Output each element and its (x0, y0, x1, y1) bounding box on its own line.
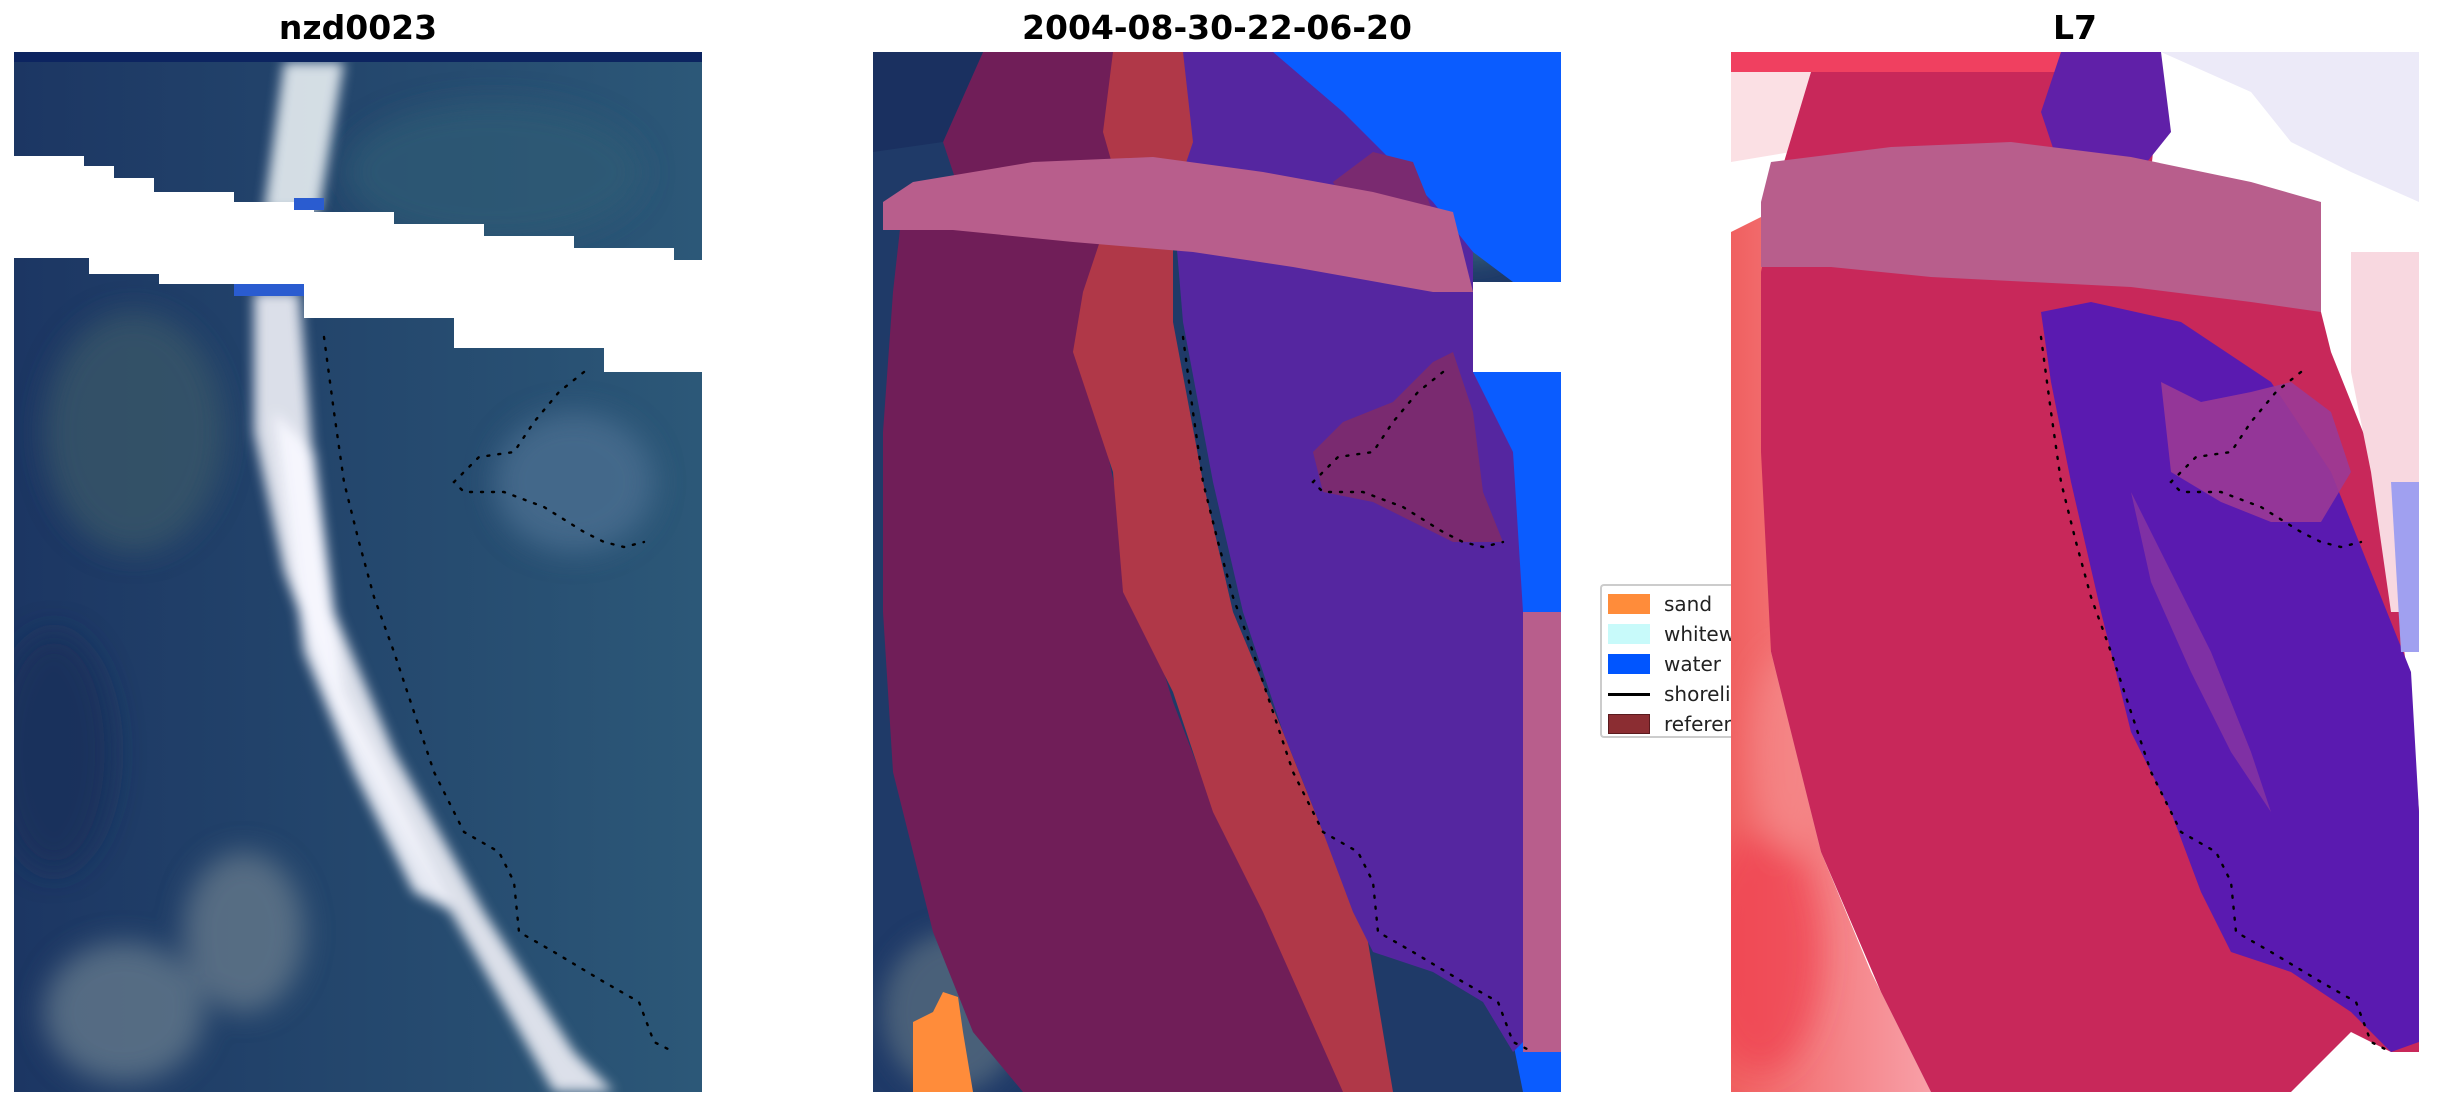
legend-item-reference: reference (1608, 709, 1731, 736)
classification-panel (873, 52, 1561, 1092)
legend-swatch-water (1608, 654, 1650, 674)
legend-swatch-whitewater (1608, 624, 1650, 644)
legend-swatch-reference (1608, 714, 1650, 734)
legend-label: reference (1664, 712, 1731, 736)
legend-swatch-shoreline (1608, 692, 1650, 696)
index-panel (1731, 52, 2419, 1092)
legend-swatch-sand (1608, 594, 1650, 614)
rgb-satellite-image (14, 52, 702, 1092)
legend-label: shoreline (1664, 682, 1731, 706)
rgb-image-panel (14, 52, 702, 1092)
legend-item-water: water (1608, 649, 1721, 679)
classification-map (873, 52, 1561, 1092)
panel-title-rgb: nzd0023 (278, 8, 438, 47)
index-map (1731, 52, 2419, 1092)
legend-item-sand: sand (1608, 589, 1712, 619)
legend-item-shoreline: shoreline (1608, 679, 1731, 709)
panel-title-classification: 2004-08-30-22-06-20 (1022, 8, 1412, 47)
legend-label: water (1664, 652, 1721, 676)
panel-title-index: L7 (2053, 8, 2097, 47)
legend-label: sand (1664, 592, 1713, 616)
